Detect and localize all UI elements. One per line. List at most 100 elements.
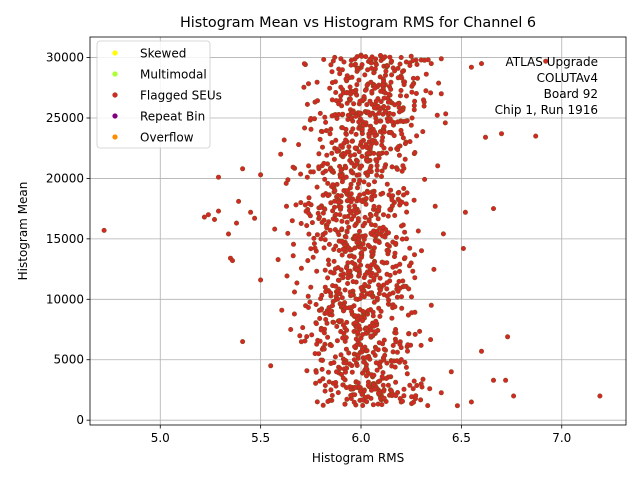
data-point [352,313,358,319]
data-point [363,373,369,379]
data-point [414,382,420,388]
data-point [360,402,366,408]
data-point [351,399,357,405]
data-point [398,88,404,94]
data-point [335,265,341,271]
data-point [340,322,346,328]
data-point [252,215,258,221]
data-point [448,369,454,375]
data-point [384,280,390,286]
data-point [386,248,392,254]
data-point [478,348,484,354]
y-tick-label: 10000 [46,292,84,306]
data-point [349,369,355,375]
data-point [354,92,360,98]
data-point [230,258,236,264]
data-point [377,275,383,281]
data-point [362,233,368,239]
data-point [279,307,285,313]
data-point [338,56,344,62]
data-point [339,226,345,232]
data-point [597,393,603,399]
data-point [407,139,413,145]
data-point [364,348,370,354]
data-point [240,339,246,345]
data-point [329,97,335,103]
data-point [380,134,386,140]
data-point [428,61,434,67]
data-point [317,338,323,344]
data-point [326,261,332,267]
data-point [322,382,328,388]
data-point [358,244,364,250]
data-point [335,193,341,199]
data-point [335,199,341,205]
data-point [283,180,289,186]
data-point [417,328,423,334]
x-tick-label: 5.0 [151,431,170,445]
data-point [436,80,442,86]
data-point [344,327,350,333]
data-point [410,268,416,274]
data-point [425,403,431,409]
data-point [397,341,403,347]
data-point [285,230,291,236]
legend-label: Overflow [140,131,194,145]
data-point [413,393,419,399]
data-point [346,224,352,230]
legend: Skewed Multimodal Flagged SEUs Repeat Bin Ov… [96,40,222,149]
data-point [347,361,353,367]
data-point [308,246,314,252]
data-point [290,253,296,259]
data-point [352,392,358,398]
data-point [442,120,448,126]
data-point [438,390,444,396]
data-point [317,136,323,142]
data-point [390,349,396,355]
data-point [329,69,335,75]
data-point [394,166,400,172]
data-point [468,399,474,405]
data-point [394,294,400,300]
data-point [388,79,394,85]
data-point [328,343,334,349]
data-point [403,118,409,124]
data-point [313,301,319,307]
data-point [288,326,294,332]
data-point [373,238,379,244]
data-point [348,129,354,135]
data-point [324,152,330,158]
data-point [392,270,398,276]
data-point [396,268,402,274]
data-point [418,397,424,403]
data-point [364,158,370,164]
data-point [361,179,367,185]
data-point [368,273,374,279]
data-point [348,115,354,121]
data-point [349,216,355,222]
data-point [298,221,304,227]
data-point [361,359,367,365]
data-point [305,293,311,299]
data-point [354,267,360,273]
data-point [322,230,328,236]
data-point [355,352,361,358]
data-point [408,53,414,59]
data-point [334,148,340,154]
data-point [409,115,415,121]
data-point [283,203,289,209]
data-point [346,350,352,356]
data-point [205,212,211,218]
data-point [325,180,331,186]
data-point [304,174,310,180]
data-point [341,330,347,336]
data-point [404,348,410,354]
data-point [375,216,381,222]
data-point [391,133,397,139]
data-point [343,137,349,143]
data-point [367,112,373,118]
y-tick-label: 20000 [46,171,84,185]
data-point [226,231,232,237]
data-point [365,242,371,248]
